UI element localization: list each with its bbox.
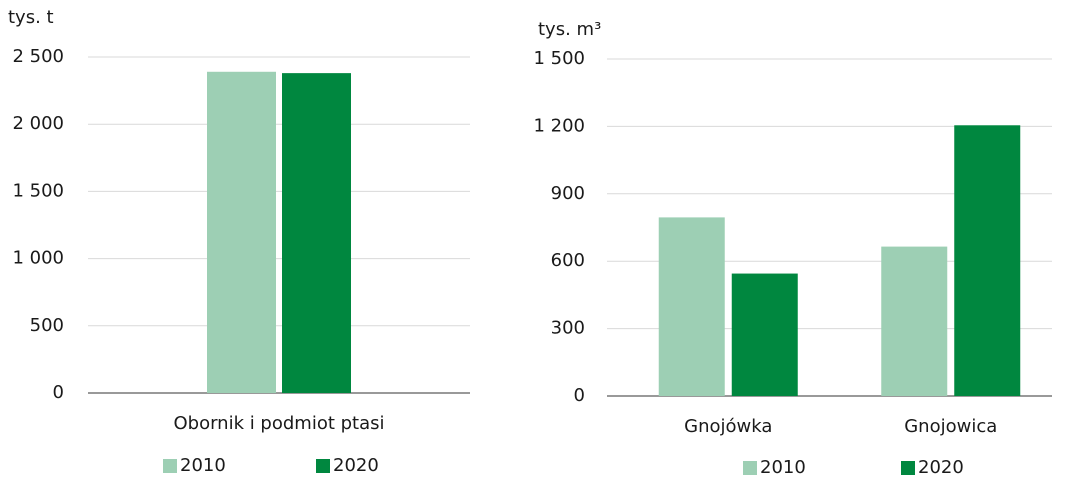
y-tick-label: 0 (53, 382, 64, 403)
bar (282, 73, 351, 394)
y-tick-label: 600 (551, 250, 585, 271)
y-tick-label: 900 (551, 183, 585, 204)
legend-label: 2010 (180, 455, 226, 476)
bar (881, 246, 948, 396)
legend-swatch (316, 459, 330, 473)
y-tick-label: 1 500 (533, 48, 585, 69)
x-tick-label: Gnojowica (904, 416, 997, 437)
x-tick-label: Obornik i podmiot ptasi (173, 413, 384, 434)
y-axis-label: tys. t (8, 7, 54, 28)
x-tick-label: Gnojówka (684, 416, 772, 437)
legend-label: 2020 (333, 455, 379, 476)
legend-swatch (163, 459, 177, 473)
bar (207, 71, 276, 393)
y-tick-label: 1 200 (533, 115, 585, 136)
y-tick-label: 0 (574, 385, 585, 406)
bar (731, 273, 798, 396)
legend-swatch (743, 461, 757, 475)
y-tick-label: 500 (30, 315, 64, 336)
legend-label: 2010 (760, 457, 806, 477)
y-tick-label: 300 (551, 318, 585, 339)
y-axis-label: tys. m³ (538, 19, 601, 40)
y-tick-label: 1 000 (12, 248, 64, 269)
y-tick-label: 1 500 (12, 180, 64, 201)
y-tick-label: 2 000 (12, 113, 64, 134)
bar (954, 125, 1021, 396)
legend-label: 2020 (918, 457, 964, 477)
y-tick-label: 2 500 (12, 46, 64, 67)
bar (658, 217, 725, 396)
legend-swatch (901, 461, 915, 475)
